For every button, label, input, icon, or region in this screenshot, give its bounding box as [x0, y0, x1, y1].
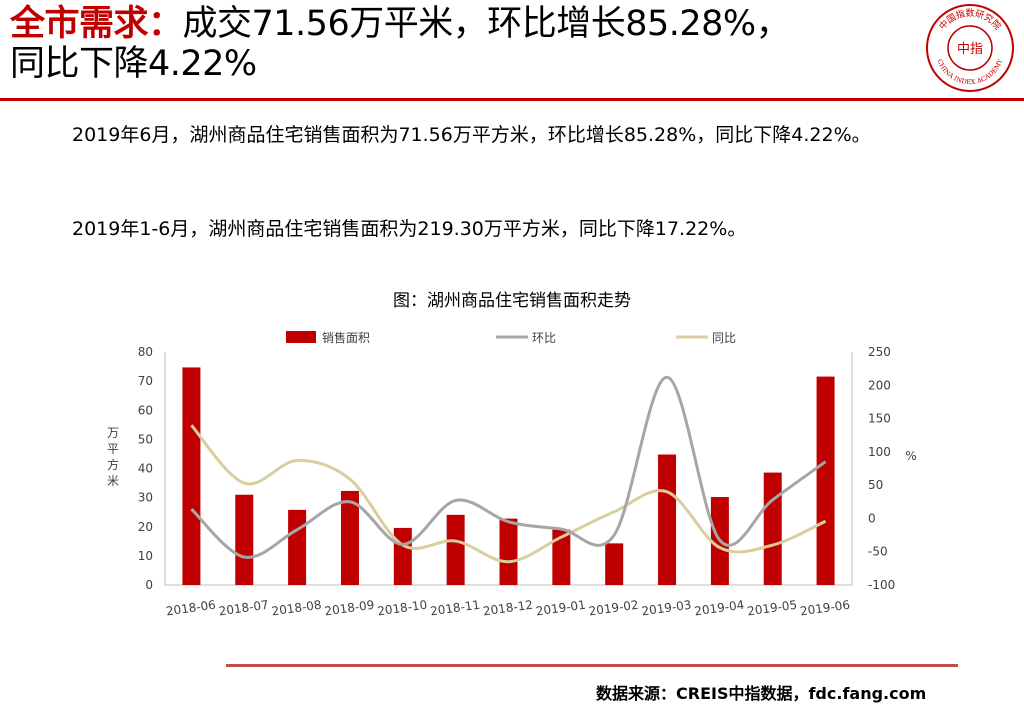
- china-index-academy-logo: 中指 中国指数研究院 CHINA INDEX ACADEMY: [926, 4, 1014, 92]
- left-tick-label: 60: [138, 403, 153, 417]
- right-axis-title: %: [905, 449, 916, 463]
- sales-area-bar: [446, 514, 465, 585]
- x-tick-label: 2018-12: [482, 598, 534, 619]
- right-tick-label: 150: [868, 412, 891, 426]
- sales-area-bar: [340, 490, 359, 585]
- left-axis-title-char: 方: [107, 457, 119, 472]
- legend-label-sales: 销售面积: [322, 330, 370, 345]
- left-tick-label: 10: [138, 549, 153, 563]
- left-tick-label: 80: [138, 345, 153, 359]
- x-tick-label: 2019-02: [588, 598, 640, 619]
- title-line2: 同比下降4.22%: [10, 44, 257, 84]
- page-title: 全市需求：成交71.56万平米，环比增长85.28%， 同比下降4.22%: [10, 4, 910, 84]
- x-tick-label: 2019-04: [694, 598, 746, 619]
- right-tick-label: 200: [868, 378, 891, 392]
- title-rest: 成交71.56万平米，环比增长85.28%，: [182, 4, 791, 44]
- legend-label-yoy: 同比: [712, 331, 736, 345]
- data-source: 数据来源：CREIS中指数据，fdc.fang.com: [596, 684, 927, 703]
- sales-area-bar: [552, 529, 571, 585]
- right-tick-label: 0: [868, 511, 876, 525]
- left-tick-label: 70: [138, 374, 153, 388]
- sales-area-bar: [288, 509, 307, 585]
- sales-area-bar: [763, 472, 782, 585]
- x-tick-label: 2019-03: [641, 598, 693, 619]
- left-tick-label: 30: [138, 491, 153, 505]
- x-tick-label: 2018-09: [324, 598, 376, 619]
- left-axis-title-char: 米: [107, 474, 119, 488]
- chart-title: 图：湖州商品住宅销售面积走势: [393, 291, 631, 311]
- right-tick-label: 250: [868, 345, 891, 359]
- sales-area-bar: [816, 376, 835, 585]
- legend-label-mom: 环比: [532, 331, 556, 345]
- right-tick-label: -50: [868, 545, 888, 559]
- x-tick-label: 2019-01: [535, 598, 587, 619]
- left-tick-label: 50: [138, 432, 153, 446]
- left-tick-label: 40: [138, 462, 153, 476]
- x-tick-label: 2018-07: [218, 598, 270, 619]
- right-tick-label: 50: [868, 478, 883, 492]
- sales-area-bar: [605, 543, 624, 585]
- x-tick-label: 2018-06: [165, 598, 217, 619]
- paragraph-monthly: 2019年6月，湖州商品住宅销售面积为71.56万平方米，环比增长85.28%，…: [72, 124, 871, 146]
- logo-center-text: 中指: [957, 42, 983, 57]
- left-tick-label: 0: [145, 578, 153, 592]
- x-tick-label: 2018-10: [376, 598, 428, 619]
- x-tick-label: 2019-05: [746, 598, 798, 619]
- sales-area-bar: [393, 527, 412, 585]
- sales-area-bar: [235, 494, 254, 585]
- title-divider: [0, 98, 1024, 101]
- title-accent: 全市需求：: [10, 4, 183, 44]
- left-axis-title-char: 万: [107, 426, 119, 440]
- source-divider: [226, 664, 958, 667]
- x-tick-label: 2019-06: [799, 598, 851, 619]
- yoy-line: [190, 424, 827, 564]
- right-tick-label: 100: [868, 445, 891, 459]
- paragraph-half-year: 2019年1-6月，湖州商品住宅销售面积为219.30万平方米，同比下降17.2…: [72, 218, 747, 240]
- mom-line: [190, 375, 827, 559]
- sales-area-bar: [499, 518, 518, 585]
- x-tick-label: 2018-11: [429, 598, 481, 619]
- sales-area-bar: [658, 454, 677, 585]
- right-tick-label: -100: [868, 578, 895, 592]
- sales-area-bar: [182, 367, 201, 585]
- left-tick-label: 20: [138, 520, 153, 534]
- left-axis-title-char: 平: [107, 442, 119, 456]
- legend-swatch-sales: [286, 331, 316, 343]
- x-tick-label: 2018-08: [271, 598, 323, 619]
